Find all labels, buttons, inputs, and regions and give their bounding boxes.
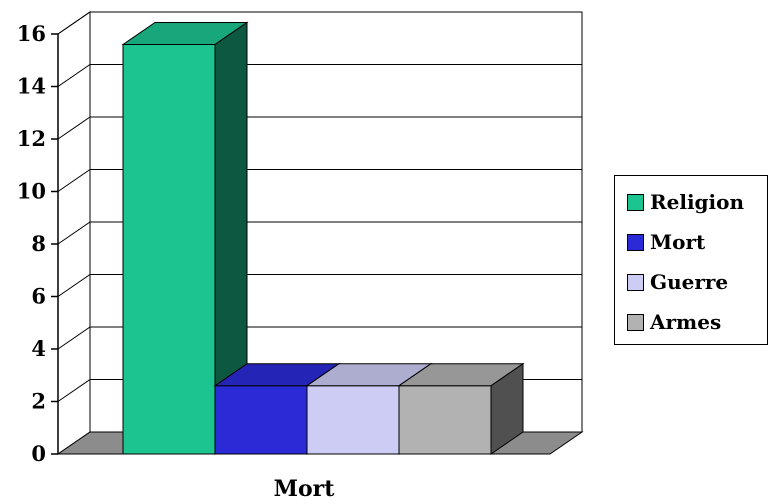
gridline — [57, 169, 582, 192]
legend-label: Armes — [650, 310, 722, 334]
y-tick-label: 8 — [31, 231, 46, 256]
x-category-label: Mort — [274, 476, 336, 502]
legend-swatch — [627, 193, 644, 211]
x-axis-categories: Mort — [274, 476, 336, 502]
legend-swatch — [627, 313, 644, 331]
bar-front — [306, 385, 400, 455]
bar-religion — [121, 21, 249, 455]
legend: Religion Mort Guerre Armes — [614, 175, 768, 345]
y-tick-label: 0 — [31, 441, 46, 466]
bar-side — [490, 362, 524, 455]
gridline — [57, 221, 582, 245]
legend-swatch — [627, 233, 644, 251]
legend-item-armes: Armes — [627, 310, 721, 334]
gridline — [57, 326, 582, 350]
legend-label: Religion — [650, 190, 745, 214]
gridline — [57, 11, 582, 35]
gridline — [57, 64, 582, 87]
legend-item-mort: Mort — [627, 230, 705, 254]
y-tick-label: 14 — [17, 74, 46, 99]
gridline — [57, 116, 582, 140]
gridline — [57, 274, 582, 297]
bar-armes — [397, 362, 525, 455]
y-tick-label: 12 — [17, 126, 46, 151]
bar-front — [122, 44, 216, 455]
legend-item-religion: Religion — [627, 190, 744, 214]
bar-front — [398, 385, 492, 455]
legend-label: Guerre — [650, 270, 729, 294]
y-tick-label: 6 — [31, 284, 46, 309]
bar-front — [214, 385, 308, 455]
y-tick-label: 16 — [17, 21, 46, 46]
y-tick-label: 10 — [17, 179, 46, 204]
legend-swatch — [627, 273, 644, 291]
y-tick-label: 2 — [31, 389, 46, 414]
y-tick-label: 4 — [31, 336, 46, 361]
y-axis-ticks: 0 2 4 6 8 10 12 14 16 — [17, 21, 46, 466]
gridlines — [57, 11, 582, 402]
legend-label: Mort — [650, 230, 706, 254]
legend-item-guerre: Guerre — [627, 270, 728, 294]
y-axis — [51, 33, 59, 455]
bars — [121, 21, 525, 455]
